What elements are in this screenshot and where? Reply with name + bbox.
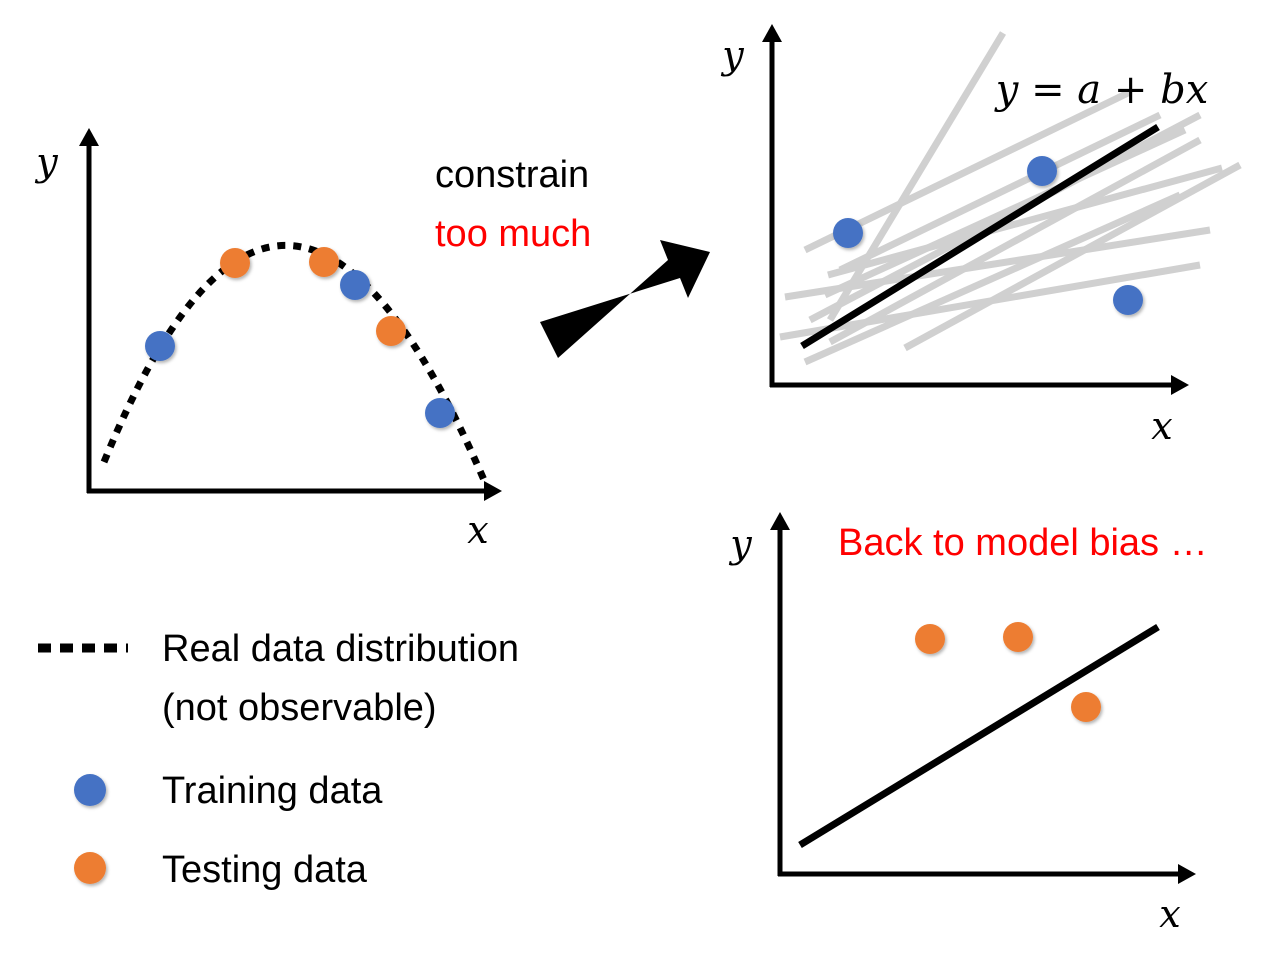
legend-not-observable-label: (not observable) bbox=[162, 687, 437, 729]
model-bias-caption: Back to model bias … bbox=[838, 522, 1208, 564]
left-plot-y-axis bbox=[79, 128, 99, 493]
left-plot-testing-point bbox=[309, 247, 339, 277]
bottom-right-plot-x-label: x bbox=[1159, 892, 1180, 936]
left-plot-y-label: y bbox=[34, 140, 58, 184]
candidate-line bbox=[903, 161, 1242, 352]
candidate-line bbox=[803, 191, 1182, 366]
left-plot-x-label: x bbox=[467, 508, 488, 552]
model-equation: y = a + bx bbox=[994, 67, 1209, 113]
bottom-right-plot-y-label: y bbox=[728, 522, 752, 566]
bottom-right-plot-testing-point bbox=[915, 624, 945, 654]
legend-testing-label: Testing data bbox=[162, 849, 368, 891]
bottom-fitted-line bbox=[798, 624, 1160, 848]
candidate-line bbox=[827, 31, 1006, 322]
top-right-plot-training-point bbox=[1113, 285, 1143, 315]
left-plot-testing-point bbox=[220, 248, 250, 278]
left-plot-training-point bbox=[145, 331, 175, 361]
top-right-plot-x-axis bbox=[770, 375, 1189, 395]
left-plot-training-point bbox=[340, 270, 370, 300]
left-plot-real-distribution-curve bbox=[100, 242, 488, 482]
fitted-line bbox=[800, 124, 1160, 349]
top-right-plot-x-label: x bbox=[1151, 404, 1172, 448]
bottom-right-plot-testing-point bbox=[1071, 692, 1101, 722]
legend-training-label: Training data bbox=[162, 770, 383, 812]
bottom-right-plot-x-axis bbox=[778, 864, 1196, 884]
top-right-plot-training-point bbox=[833, 218, 863, 248]
top-right-plot: y x y = a + bx bbox=[720, 24, 1242, 448]
top-right-plot-y-axis bbox=[762, 24, 782, 387]
left-plot-testing-point bbox=[376, 316, 406, 346]
top-right-plot-training-point bbox=[1027, 156, 1057, 186]
candidate-line bbox=[838, 111, 1162, 274]
constrain-arrow: constrain too much bbox=[435, 154, 710, 358]
top-right-plot-y-label: y bbox=[720, 33, 744, 77]
candidate-line bbox=[779, 261, 1201, 341]
arrow-label-too-much: too much bbox=[435, 213, 591, 255]
bottom-right-plot-y-axis bbox=[770, 512, 790, 876]
candidate-line bbox=[828, 136, 1202, 346]
left-plot: y x bbox=[34, 128, 502, 552]
candidate-line bbox=[784, 226, 1211, 301]
left-plot-training-point bbox=[425, 398, 455, 428]
legend: Real data distribution (not observable) … bbox=[38, 628, 519, 891]
bottom-right-plot-testing-point bbox=[1003, 622, 1033, 652]
candidate-line bbox=[823, 126, 1187, 299]
legend-real-distribution-label: Real data distribution bbox=[162, 628, 519, 670]
big-arrow-shape bbox=[540, 240, 710, 358]
arrow-label-constrain: constrain bbox=[435, 154, 589, 196]
bottom-right-plot: y x Back to model bias … bbox=[728, 512, 1208, 936]
candidate-line bbox=[827, 164, 1223, 279]
legend-training-swatch bbox=[74, 774, 106, 806]
left-plot-x-axis bbox=[87, 481, 502, 501]
legend-testing-swatch bbox=[74, 852, 106, 884]
